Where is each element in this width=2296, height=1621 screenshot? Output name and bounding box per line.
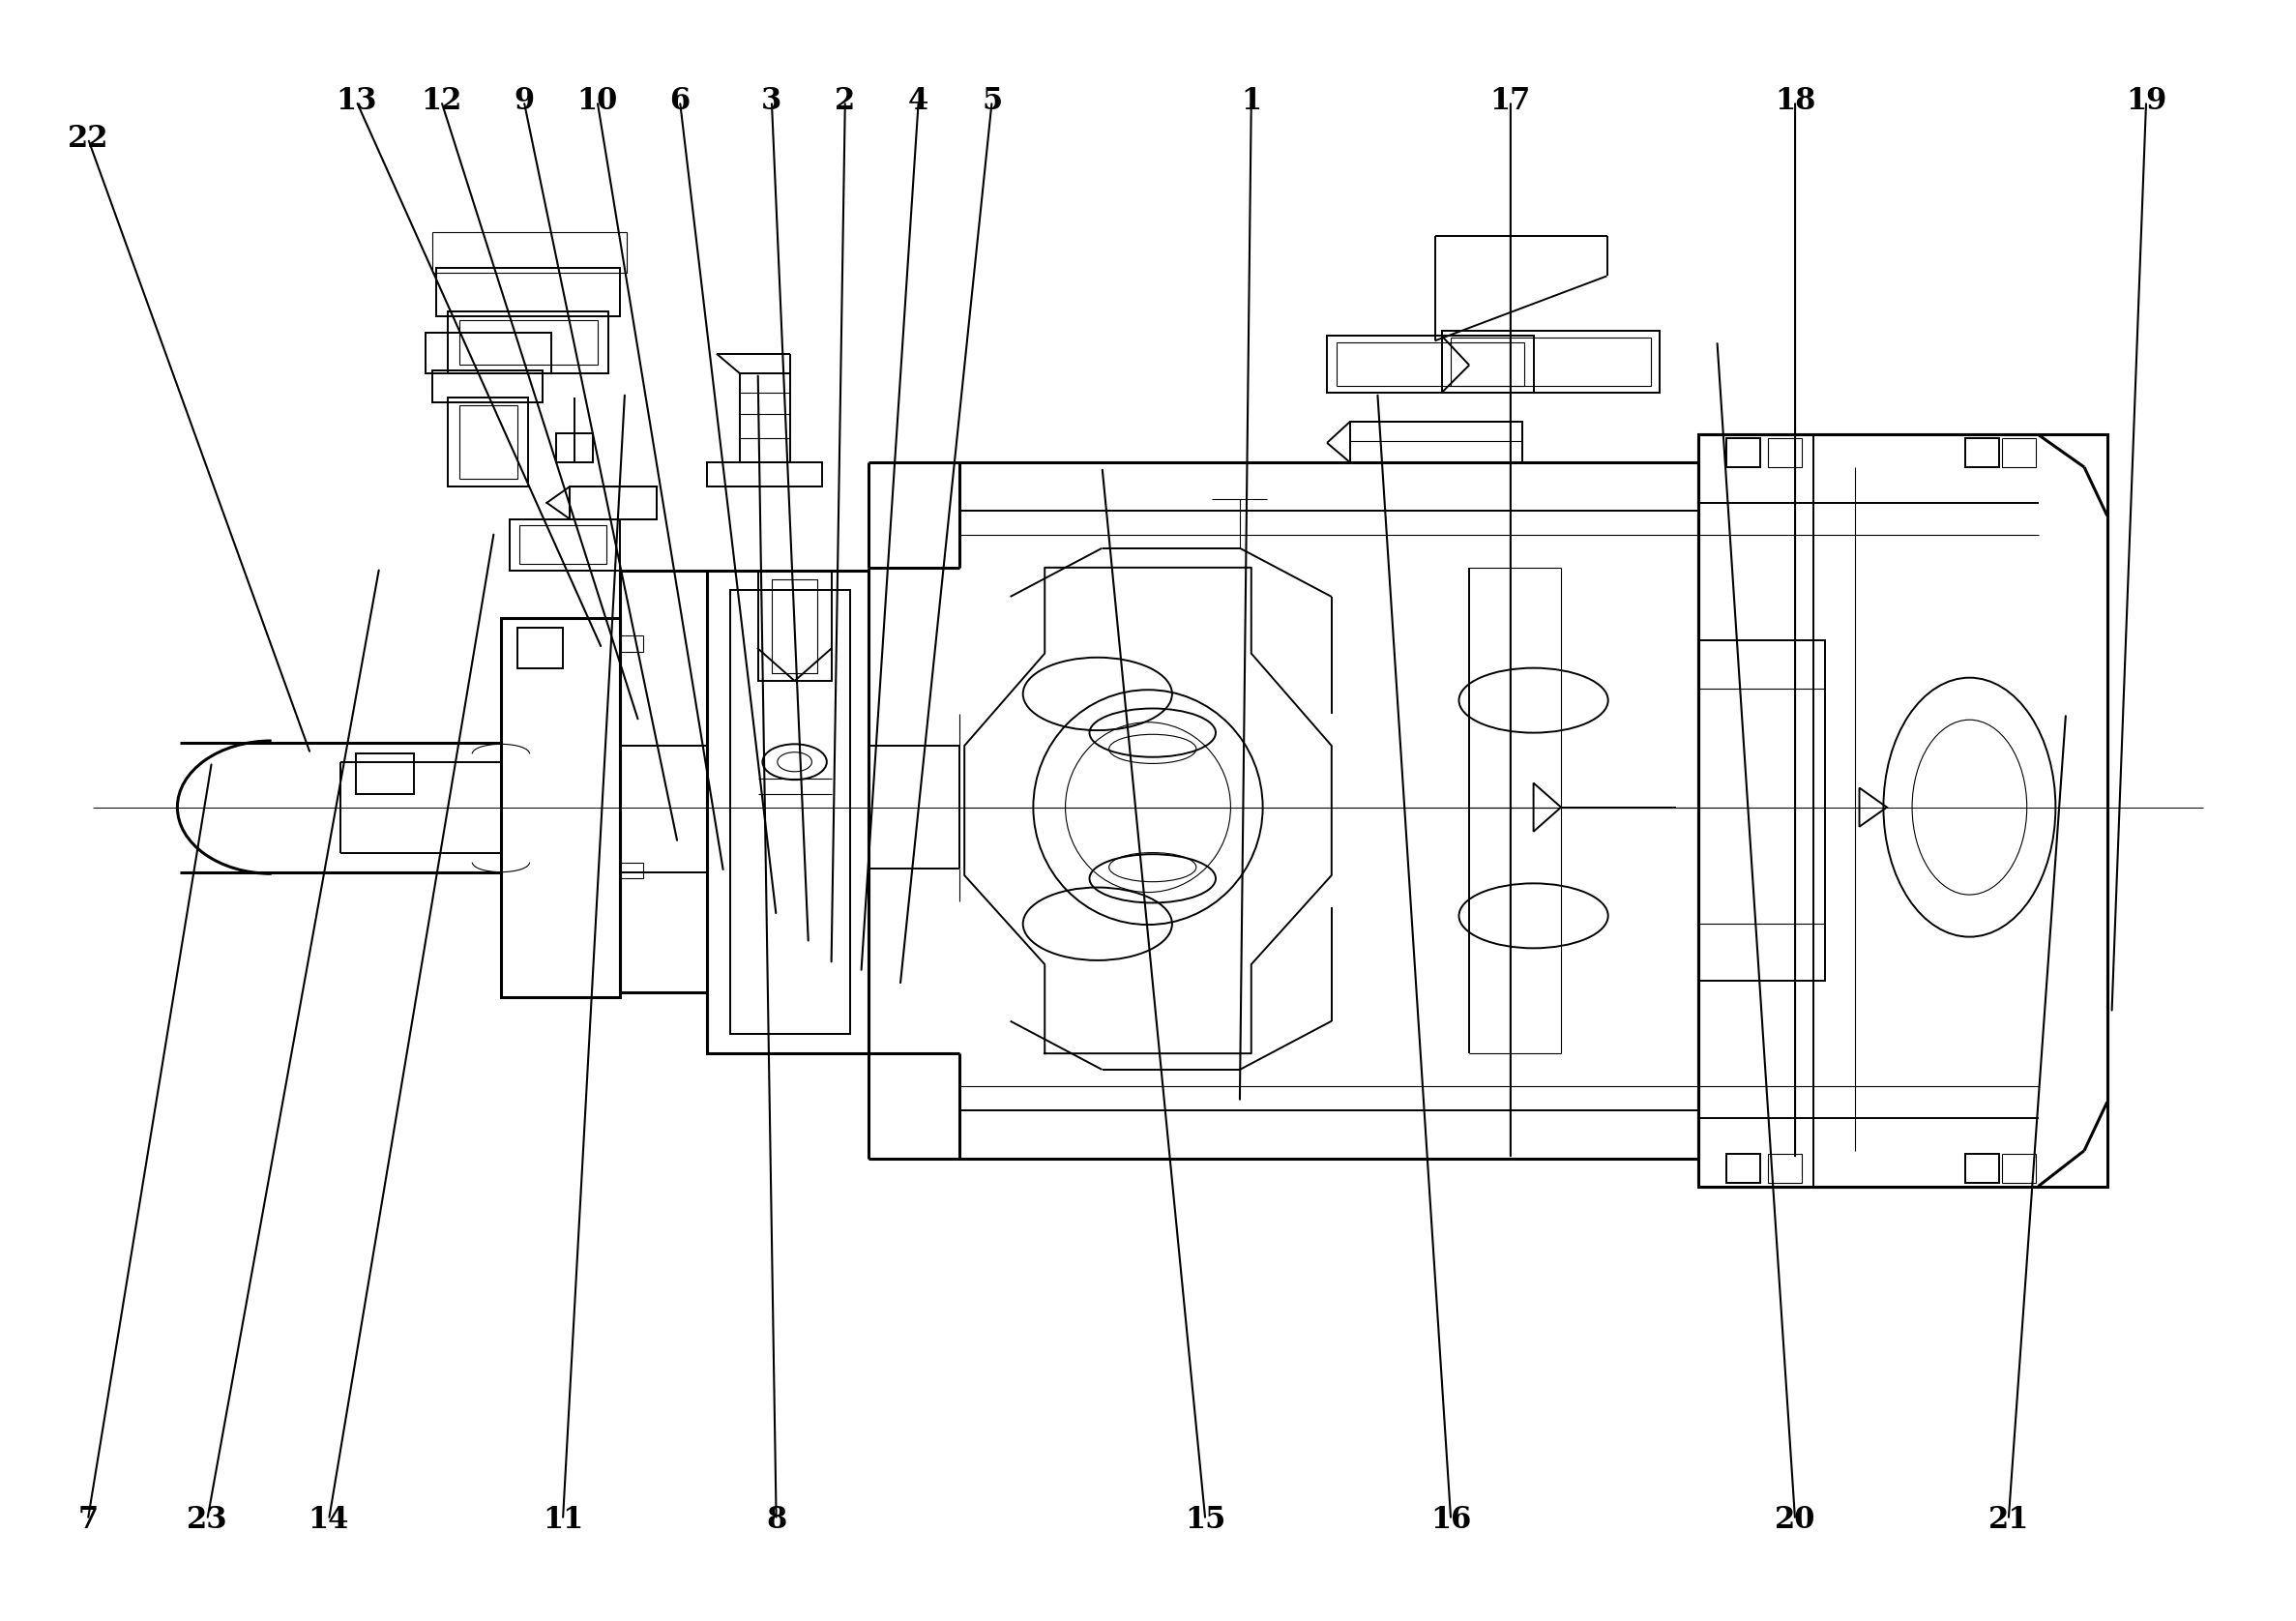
Text: 23: 23 bbox=[186, 1504, 227, 1535]
Bar bbox=[771, 579, 817, 673]
Bar bbox=[1768, 1154, 1802, 1183]
Bar bbox=[1727, 1154, 1761, 1183]
Text: 20: 20 bbox=[1775, 1504, 1816, 1535]
Bar bbox=[1699, 640, 1825, 981]
Text: 3: 3 bbox=[762, 86, 783, 117]
Bar bbox=[436, 267, 620, 316]
Text: 7: 7 bbox=[78, 1504, 99, 1535]
Text: 2: 2 bbox=[836, 86, 856, 117]
Bar bbox=[459, 319, 597, 365]
Bar bbox=[1727, 438, 1761, 467]
Bar bbox=[1442, 331, 1660, 392]
Text: 16: 16 bbox=[1430, 1504, 1472, 1535]
Text: 1: 1 bbox=[1242, 86, 1261, 117]
Bar bbox=[758, 571, 831, 681]
Text: 12: 12 bbox=[420, 86, 461, 117]
Bar bbox=[510, 519, 620, 571]
Bar bbox=[620, 862, 643, 879]
Text: 21: 21 bbox=[1988, 1504, 2030, 1535]
Bar bbox=[1350, 421, 1522, 462]
Bar bbox=[1965, 438, 2000, 467]
Text: 15: 15 bbox=[1185, 1504, 1226, 1535]
Bar bbox=[501, 618, 620, 997]
Bar bbox=[1451, 337, 1651, 386]
Bar bbox=[459, 405, 517, 478]
Bar bbox=[569, 486, 657, 519]
Bar bbox=[425, 332, 551, 373]
Bar bbox=[707, 571, 868, 1054]
Text: 9: 9 bbox=[514, 86, 535, 117]
Text: 14: 14 bbox=[308, 1504, 349, 1535]
Bar bbox=[1336, 342, 1525, 386]
Bar bbox=[1965, 1154, 2000, 1183]
Text: 19: 19 bbox=[2126, 86, 2167, 117]
Text: 22: 22 bbox=[67, 123, 108, 154]
Bar bbox=[707, 462, 822, 486]
Bar bbox=[739, 373, 790, 462]
Bar bbox=[620, 635, 643, 652]
Bar bbox=[448, 397, 528, 486]
Bar bbox=[448, 311, 608, 373]
Bar bbox=[730, 590, 850, 1034]
Bar bbox=[432, 370, 542, 402]
Bar bbox=[517, 627, 563, 668]
Bar bbox=[556, 433, 592, 462]
Text: 13: 13 bbox=[335, 86, 377, 117]
Bar bbox=[2002, 1154, 2037, 1183]
Bar bbox=[356, 754, 413, 794]
Bar bbox=[1768, 438, 1802, 467]
Bar bbox=[519, 525, 606, 564]
Bar bbox=[432, 232, 627, 272]
Bar bbox=[2002, 438, 2037, 467]
Text: 6: 6 bbox=[670, 86, 691, 117]
Bar bbox=[1327, 336, 1534, 392]
Text: 5: 5 bbox=[983, 86, 1001, 117]
Text: 18: 18 bbox=[1775, 86, 1816, 117]
Text: 11: 11 bbox=[542, 1504, 583, 1535]
Text: 17: 17 bbox=[1490, 86, 1531, 117]
Text: 8: 8 bbox=[767, 1504, 788, 1535]
Text: 10: 10 bbox=[576, 86, 618, 117]
Text: 4: 4 bbox=[909, 86, 930, 117]
Bar bbox=[1699, 434, 2108, 1187]
